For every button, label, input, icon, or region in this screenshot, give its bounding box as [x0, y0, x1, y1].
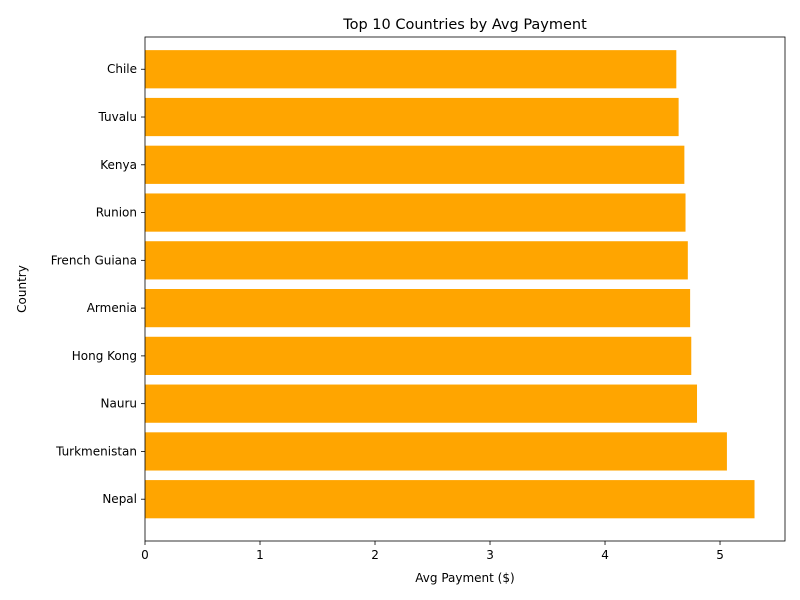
bar-runion	[145, 193, 686, 232]
y-tick-label: Runion	[96, 206, 137, 220]
y-tick-label: Nauru	[101, 397, 137, 411]
bars-layer	[145, 50, 755, 519]
y-tick-label: Tuvalu	[97, 110, 137, 124]
y-tick-label: Nepal	[102, 492, 137, 506]
bar-kenya	[145, 145, 685, 184]
y-tick-label: Kenya	[100, 158, 137, 172]
bar-hong-kong	[145, 336, 692, 375]
bar-armenia	[145, 289, 691, 328]
y-tick-label: Hong Kong	[72, 349, 137, 363]
y-tick-label: Turkmenistan	[55, 444, 137, 458]
x-tick-label: 3	[486, 548, 494, 562]
bar-tuvalu	[145, 97, 679, 137]
chart-title: Top 10 Countries by Avg Payment	[342, 17, 587, 33]
x-axis-title: Avg Payment ($)	[415, 571, 514, 585]
x-tick-label: 0	[141, 548, 149, 562]
y-axis-title: Country	[15, 265, 29, 313]
bar-chile	[145, 50, 677, 89]
plot-frame	[144, 36, 786, 542]
y-tick-label: Armenia	[87, 301, 137, 315]
bar-turkmenistan	[145, 432, 727, 471]
x-tick-label: 2	[371, 548, 379, 562]
bar-french-guiana	[145, 241, 688, 280]
y-tick-label: French Guiana	[51, 253, 137, 267]
y-tick-label: Chile	[107, 62, 137, 76]
bar-nauru	[145, 384, 698, 423]
bar-nepal	[145, 480, 755, 519]
x-tick-label: 4	[601, 548, 609, 562]
axes-layer: Nepal Turkmenistan Nauru Hong Kong Armenia Fr…	[51, 36, 786, 562]
x-tick-label: 5	[716, 548, 724, 562]
x-tick-label: 1	[256, 548, 264, 562]
